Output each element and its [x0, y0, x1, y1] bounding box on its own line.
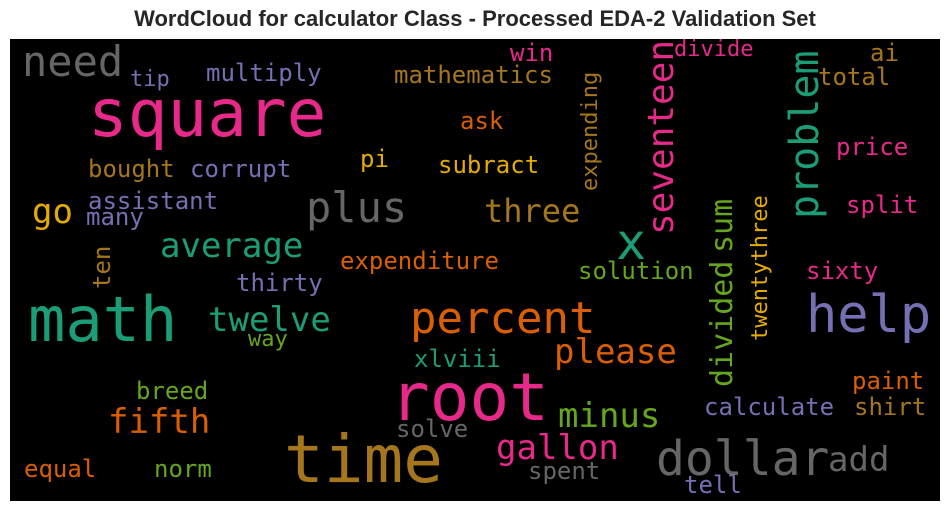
word-solve: solve	[396, 415, 469, 443]
word-problem: problem	[782, 50, 828, 219]
word-sum: sum	[705, 198, 740, 253]
word-equal: equal	[24, 455, 97, 483]
word-bought: bought	[88, 155, 175, 183]
chart-title: WordCloud for calculator Class - Process…	[134, 6, 816, 31]
word-seventeen: seventeen	[641, 39, 682, 235]
word-twelve: twelve	[208, 300, 331, 340]
word-twentythree: twentythree	[748, 195, 773, 341]
word-go: go	[32, 192, 73, 232]
word-thirty: thirty	[236, 269, 323, 297]
word-breed: breed	[136, 377, 209, 405]
word-way: way	[248, 327, 288, 352]
word-pi: pi	[360, 145, 389, 173]
word-subract: subract	[438, 151, 540, 179]
word-spent: spent	[528, 457, 601, 485]
word-ai: ai	[870, 39, 899, 67]
word-need: need	[22, 39, 124, 86]
word-assistant: assistant	[88, 187, 219, 215]
word-fifth: fifth	[108, 402, 211, 442]
word-total: total	[818, 63, 891, 91]
word-paint: paint	[852, 367, 925, 395]
word-many: many	[86, 203, 144, 231]
word-expending: expending	[578, 71, 603, 191]
word-mathematics: mathematics	[394, 61, 553, 89]
word-solution: solution	[578, 257, 694, 285]
word-sixty: sixty	[806, 257, 879, 285]
word-gallon: gallon	[496, 428, 619, 468]
word-norm: norm	[154, 455, 212, 483]
word-average: average	[160, 226, 304, 266]
word-three: three	[484, 192, 581, 230]
word-ask: ask	[460, 107, 504, 135]
word-math: math	[28, 283, 178, 356]
word-add: add	[828, 440, 890, 480]
word-tell: tell	[684, 471, 742, 499]
word-shirt: shirt	[854, 393, 927, 421]
word-calculate: calculate	[704, 393, 835, 421]
word-root: root	[390, 359, 549, 436]
word-x: x	[616, 213, 647, 271]
word-divide: divide	[674, 39, 754, 62]
word-square: square	[88, 75, 327, 152]
word-plus: plus	[306, 183, 408, 232]
word-minus: minus	[558, 396, 661, 436]
word-expenditure: expenditure	[340, 247, 499, 275]
wordcloud-canvas: square need tip multiply mathematics win divid…	[10, 39, 940, 501]
word-win: win	[510, 39, 554, 67]
word-price: price	[836, 133, 909, 161]
word-tip: tip	[130, 67, 170, 92]
word-xlviii: xlviii	[414, 345, 501, 373]
word-please: please	[554, 332, 677, 372]
word-split: split	[846, 191, 919, 219]
word-dollar: dollar	[656, 431, 830, 487]
word-help: help	[806, 285, 932, 345]
word-corrupt: corrupt	[190, 155, 292, 183]
word-multiply: multiply	[206, 59, 322, 87]
word-percent: percent	[410, 293, 596, 344]
word-time: time	[284, 421, 443, 498]
word-divided: divided	[705, 260, 740, 387]
